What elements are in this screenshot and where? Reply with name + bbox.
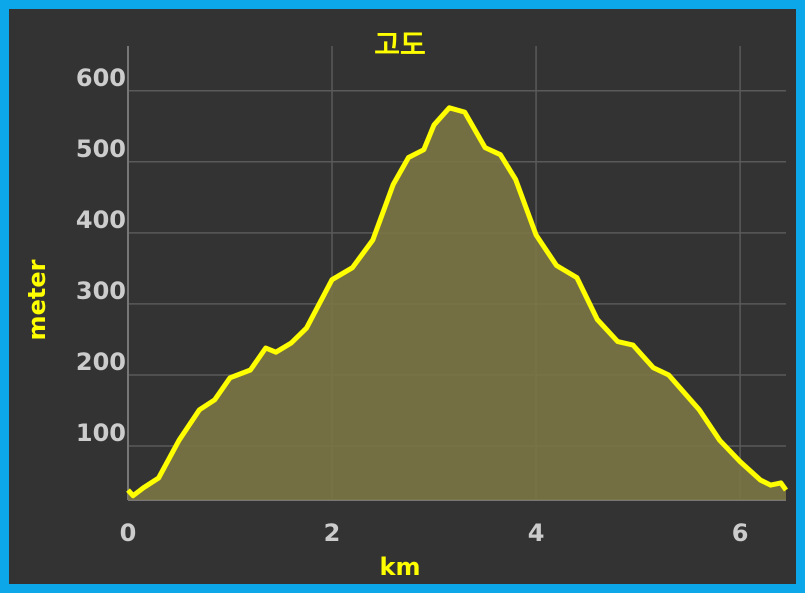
y-tick-label: 200 bbox=[76, 348, 126, 376]
area-fill bbox=[128, 107, 786, 501]
x-axis-label: km bbox=[380, 553, 421, 581]
y-axis-label: meter bbox=[23, 259, 51, 340]
x-tick-label: 2 bbox=[324, 519, 341, 547]
y-tick-label: 600 bbox=[76, 64, 126, 92]
x-tick-label: 6 bbox=[732, 519, 749, 547]
y-tick-label: 500 bbox=[76, 135, 126, 163]
x-tick-label: 4 bbox=[528, 519, 545, 547]
y-tick-label: 300 bbox=[76, 277, 126, 305]
y-tick-label: 400 bbox=[76, 206, 126, 234]
x-tick-label: 0 bbox=[120, 519, 137, 547]
chart-title: 고도 bbox=[374, 28, 426, 61]
elevation-line bbox=[126, 105, 789, 499]
y-tick-label: 100 bbox=[76, 419, 126, 447]
